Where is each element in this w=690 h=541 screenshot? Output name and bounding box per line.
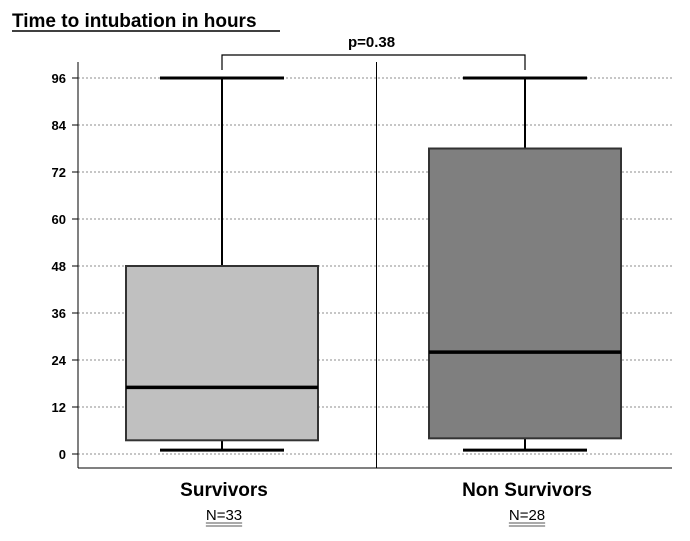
n-label: N=33 — [206, 507, 242, 524]
y-tick-label: 36 — [52, 306, 66, 321]
y-tick-label: 12 — [52, 400, 66, 415]
y-tick-label: 0 — [59, 447, 66, 462]
box-group — [429, 78, 621, 450]
significance-bracket: p=0.38 — [222, 34, 525, 70]
category-label: Survivors — [180, 480, 268, 501]
y-tick-label: 72 — [52, 165, 66, 180]
bracket-line — [222, 55, 525, 70]
y-tick-label: 24 — [52, 353, 67, 368]
chart-title: Time to intubation in hours — [12, 11, 257, 32]
iqr-box — [429, 149, 621, 439]
y-tick-label: 60 — [52, 212, 66, 227]
box-group — [126, 78, 318, 450]
y-tick-label: 96 — [52, 71, 66, 86]
y-tick-label: 48 — [52, 259, 66, 274]
iqr-box — [126, 266, 318, 440]
box-series — [126, 78, 621, 450]
category-labels: Survivors N=33 Non Survivors N=28 — [180, 480, 592, 526]
category-label: Non Survivors — [462, 480, 592, 501]
n-label: N=28 — [509, 507, 545, 524]
p-value-label: p=0.38 — [348, 34, 395, 51]
y-tick-label: 84 — [52, 118, 67, 133]
